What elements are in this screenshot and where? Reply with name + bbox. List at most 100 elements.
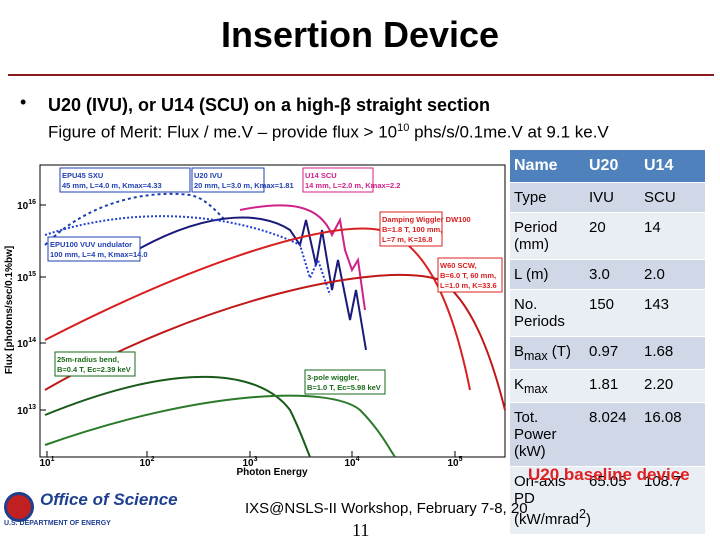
tick-base: 10 [447,458,459,469]
annotation: 3-pole wiggler, [307,373,359,382]
curves [44,192,506,458]
cell: On-axis PD (kW/mrad2) [510,466,591,534]
annotation-box [379,211,443,247]
subline-text: phs/s/0.1me.V at 9.1 ke.V [409,122,609,142]
tick-exp: 4 [356,456,360,463]
curve [44,274,506,411]
logo-mark [4,492,34,522]
tick-exp: 15 [28,271,36,278]
annotation-box [437,257,503,293]
cell: 16.08 [640,402,705,467]
tick-label: 1013 [17,404,36,417]
tick-label: 104 [344,456,359,469]
bullet-dot: • [20,92,27,112]
annotation-box [304,369,386,395]
curve [44,227,471,391]
annotation: B=1.0 T, Ec=5.98 keV [307,383,381,392]
curve [119,216,367,351]
cell: Tot. Power (kW) [510,402,585,467]
annotation: 14 mm, L=2.0 m, Kmax=2.2 [305,181,400,190]
annotation: B=1.8 T, 100 mm, [382,225,442,234]
row: L (m) 3.0 2.0 [510,259,705,290]
tick-label: 103 [242,456,257,469]
plot-frame [39,164,506,458]
tick-exp: 16 [28,199,36,206]
row: Type IVU SCU [510,182,705,213]
cell-part: max [524,349,548,363]
table-wrap: Name U20 U14 Type IVU SCU Period (mm) 20 14 L (m)… [510,150,705,540]
row: Tot. Power (kW) 8.024 16.08 [510,402,705,467]
cell: 108.7 [640,466,705,534]
cell: 0.97 [585,336,640,370]
annotation: 20 mm, L=3.0 m, Kmax=1.81 [194,181,294,190]
annotation: 100 mm, L=4 m, Kmax=14.0 [50,250,148,259]
tick-label: 105 [447,456,462,469]
cell-part: 2 [579,507,586,521]
cell: 65.05 [585,466,640,534]
workshop: IXS@NSLS-II Workshop, February 7-8, 20 [245,500,528,517]
annotation: Damping Wiggler DW100 [382,215,471,224]
annotation: U14 SCU [305,171,337,180]
x-axis-label: Photon Energy [236,467,308,478]
header-cell: Name [510,150,585,183]
subline-text: Figure of Merit: Flux / me.V – provide f… [48,122,398,142]
cell-part: K [514,376,525,393]
cell: 150 [585,289,640,337]
row: On-axis PD (kW/mrad2) 65.05 108.7 [510,466,705,534]
curve [44,192,226,246]
cell: SCU [640,182,705,213]
bullet: U20 (IVU), or U14 (SCU) on a high-β stra… [48,95,491,115]
annotation: EPU45 SXU [62,171,103,180]
tick-base: 10 [17,201,29,212]
cell: Type [510,182,585,213]
tick-label: 101 [39,456,54,469]
cell: 8.024 [585,402,640,467]
tick-exp: 5 [459,456,463,463]
cell: 143 [640,289,705,337]
annotation-box [302,167,374,193]
tick-exp: 13 [28,404,36,411]
tick-base: 10 [242,458,254,469]
header-cell: U14 [640,150,705,183]
tick-label: 102 [139,456,154,469]
row: No. Periods 150 143 [510,289,705,337]
cell-part: B [514,343,525,360]
cell: 14 [640,212,705,260]
cell-part: (T) [547,343,571,360]
page-number: 11 [352,520,370,540]
tick-exp: 2 [151,456,155,463]
cell: 2.20 [640,369,705,403]
tick-label: 1016 [17,199,36,212]
annotation: 25m-radius bend, [57,355,119,364]
row: Kmax 1.81 2.20 [510,369,705,403]
tick-base: 10 [39,458,51,469]
annotation: L=7 m, K=16.8 [382,235,432,244]
cell: 2.0 [640,259,705,290]
title: Insertion Device [220,14,500,55]
cell-part: max [524,382,548,396]
annotation: EPU100 VUV undulator [50,240,132,249]
tick-exp: 14 [28,337,36,344]
tick-label: 1015 [17,271,36,284]
annotation-box [54,351,136,377]
tick-base: 10 [139,458,151,469]
cell: Kmax [510,369,585,403]
tick-label: 1014 [17,337,36,350]
cell: 3.0 [585,259,640,290]
header-cell: U20 [585,150,640,183]
tick-base: 10 [344,458,356,469]
cell-part: ) [585,511,591,528]
cell: Bmax (T) [510,336,585,370]
cell: IVU [585,182,640,213]
logo: Office of Science U.S. DEPARTMENT OF ENE… [4,490,178,528]
logo-sub: U.S. DEPARTMENT OF ENERGY [4,520,111,527]
cell: 20 [585,212,640,260]
y-axis-label: Flux [photons/sec/0.1%bw] [4,246,15,374]
tick-base: 10 [17,273,29,284]
cell-part: On-axis PD (kW/mrad [514,473,579,528]
cell: Period (mm) [510,212,585,260]
subline: Figure of Merit: Flux / me.V – provide f… [48,122,609,143]
tick-exp: 1 [51,456,55,463]
annotation-box [191,167,265,193]
